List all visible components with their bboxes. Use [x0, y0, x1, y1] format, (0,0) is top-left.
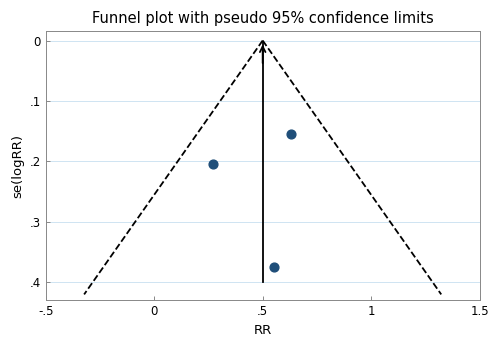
Point [209, 162, 217, 167]
Y-axis label: se(logRR): se(logRR) [11, 134, 24, 198]
Point [287, 132, 295, 137]
Title: Funnel plot with pseudo 95% confidence limits: Funnel plot with pseudo 95% confidence l… [92, 11, 434, 26]
X-axis label: RR: RR [254, 324, 272, 337]
Point [270, 264, 278, 270]
